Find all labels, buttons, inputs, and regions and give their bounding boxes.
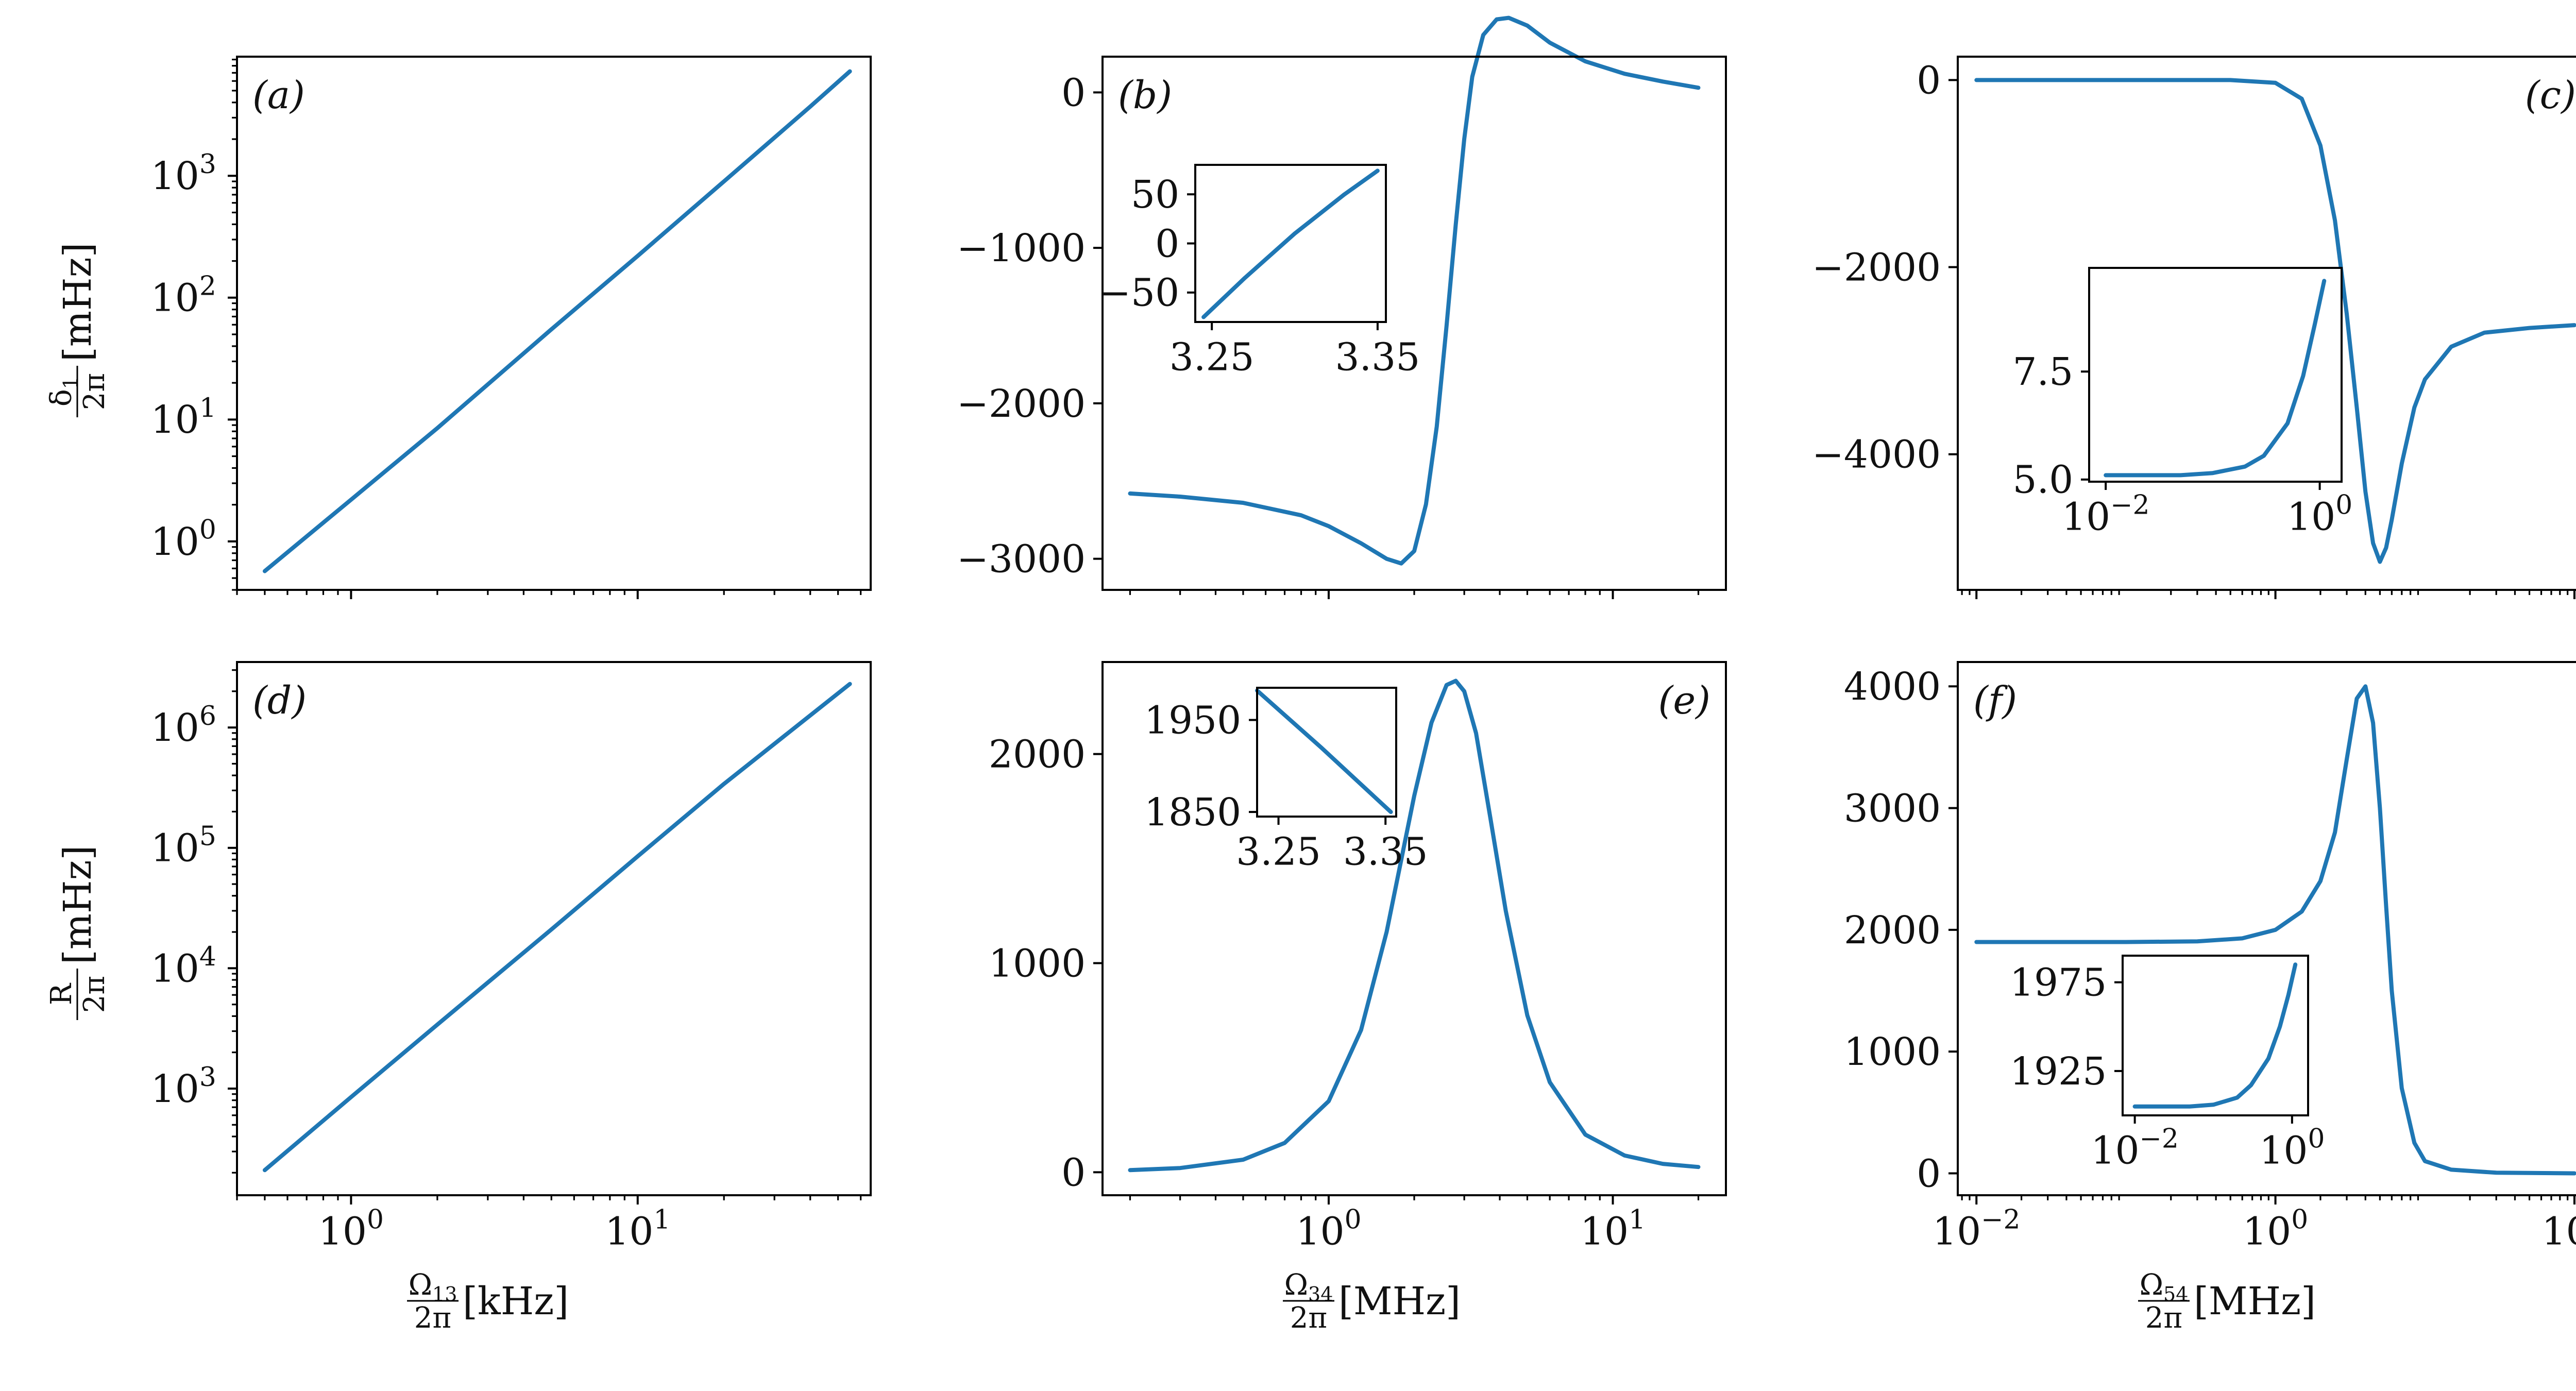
series-line bbox=[2132, 962, 2298, 1109]
x-label-col3-denominator: 2π bbox=[2145, 1301, 2182, 1335]
panel-label: (c) bbox=[2525, 73, 2576, 117]
y-tick-label: 1000 bbox=[1844, 1030, 1941, 1074]
y-label-bottom-numerator: R bbox=[45, 982, 78, 1005]
y-tick-label: 1925 bbox=[2010, 1049, 2107, 1094]
y-tick-label: 2000 bbox=[989, 732, 1086, 776]
y-tick-label: 4000 bbox=[1844, 665, 1941, 709]
x-tick-label: 102 bbox=[2541, 1205, 2576, 1254]
x-label-col3-unit: [MHz] bbox=[2194, 1279, 2316, 1324]
y-tick-label: −50 bbox=[1099, 271, 1179, 315]
inset-e: 3.25 3.35 1950 1850 bbox=[1144, 687, 1428, 874]
axes-frame bbox=[1256, 687, 1397, 818]
y-tick-label: −4000 bbox=[1812, 433, 1941, 477]
series-line bbox=[262, 682, 852, 1173]
panel-b: 0 −1000 −2000 −3000 (b) 3.25 3.35 50 0 −50 bbox=[957, 15, 1727, 599]
y-tick-label: 0 bbox=[1061, 71, 1086, 115]
y-tick-label: −3000 bbox=[957, 537, 1086, 582]
x-label-col2-unit: [MHz] bbox=[1338, 1279, 1461, 1324]
x-label-col1-unit: [kHz] bbox=[463, 1279, 569, 1324]
y-tick-label: −1000 bbox=[957, 226, 1086, 270]
y-tick-label: −2000 bbox=[1812, 245, 1941, 290]
axes-frame bbox=[2088, 267, 2343, 483]
y-label-bottom-denominator: 2π bbox=[78, 976, 111, 1013]
x-tick-label: 3.35 bbox=[1343, 830, 1428, 874]
panel-label: (e) bbox=[1658, 678, 1710, 723]
y-tick-label: −2000 bbox=[957, 382, 1086, 426]
y-label-bottom: R 2π [mHz] bbox=[45, 845, 111, 1020]
y-tick-label: 0 bbox=[1061, 1150, 1086, 1195]
x-label-col1-denominator: 2π bbox=[414, 1301, 451, 1335]
series-line bbox=[1128, 15, 1701, 566]
x-tick-label: 3.35 bbox=[1335, 335, 1420, 380]
inset-b: 3.25 3.35 50 0 −50 bbox=[1099, 164, 1420, 380]
y-tick-label: 50 bbox=[1131, 173, 1179, 217]
panel-label: (f) bbox=[1973, 678, 2017, 723]
x-tick-label: 3.25 bbox=[1170, 335, 1255, 380]
x-tick-label: 10−2 bbox=[2062, 490, 2150, 539]
y-tick-label: 3000 bbox=[1844, 786, 1941, 830]
y-label-top-denominator: 2π bbox=[78, 373, 111, 410]
y-tick-label: 1850 bbox=[1144, 790, 1241, 835]
series-line bbox=[1974, 78, 2576, 564]
y-tick-label: 2000 bbox=[1844, 908, 1941, 953]
series-line bbox=[1974, 684, 2576, 1176]
y-tick-label: 102 bbox=[151, 271, 216, 320]
axes-frame bbox=[2122, 955, 2309, 1116]
panel-f: 10−210010201000200030004000(f)10−2100197… bbox=[1844, 661, 2576, 1254]
y-tick-label: 7.5 bbox=[2013, 350, 2074, 394]
x-label-col2-denominator: 2π bbox=[1290, 1301, 1327, 1335]
series-line bbox=[1128, 678, 1701, 1173]
panel-label: (b) bbox=[1118, 73, 1172, 117]
series-line bbox=[1201, 168, 1380, 319]
y-tick-label: 1975 bbox=[2010, 961, 2107, 1005]
x-tick-label: 3.25 bbox=[1236, 830, 1321, 874]
y-tick-label: 5.0 bbox=[2013, 458, 2074, 502]
panel-label: (a) bbox=[252, 73, 305, 117]
series-line bbox=[2104, 279, 2327, 478]
y-tick-label: 1000 bbox=[989, 941, 1086, 986]
y-label-bottom-unit: [mHz] bbox=[56, 845, 100, 964]
series-line bbox=[1255, 688, 1393, 815]
axes-frame bbox=[236, 661, 872, 1196]
y-tick-label: 0 bbox=[1917, 58, 1941, 103]
y-tick-label: 0 bbox=[1155, 222, 1179, 266]
panel-label: (d) bbox=[252, 678, 307, 723]
inset-background bbox=[2123, 956, 2308, 1115]
y-tick-label: 0 bbox=[1917, 1151, 1941, 1196]
series-line bbox=[262, 69, 852, 573]
inset-background bbox=[2089, 268, 2342, 482]
y-label-top-unit: [mHz] bbox=[56, 243, 100, 362]
x-tick-label: 10−2 bbox=[1933, 1205, 2021, 1254]
y-tick-label: 1950 bbox=[1144, 698, 1241, 742]
axes-frame bbox=[236, 56, 872, 591]
